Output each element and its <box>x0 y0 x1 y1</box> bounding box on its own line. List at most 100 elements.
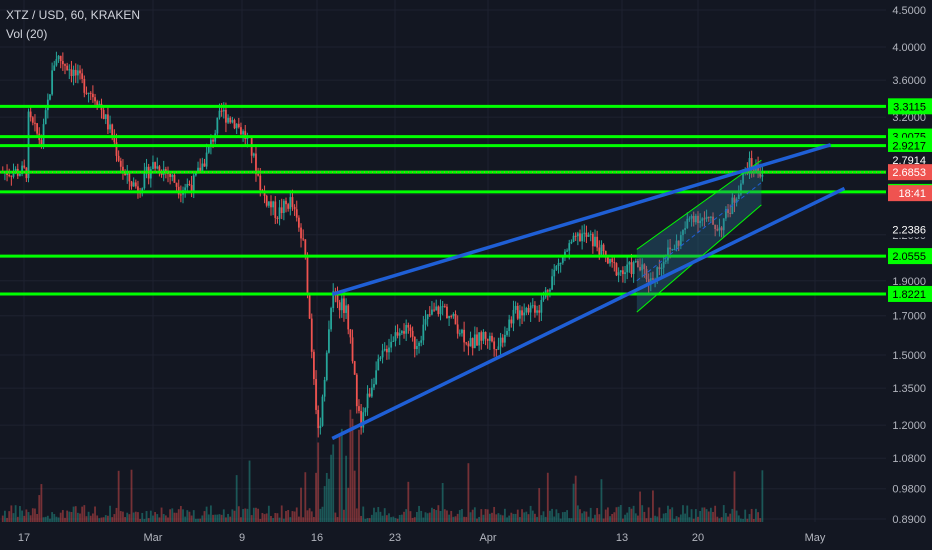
volume-bar <box>362 506 365 522</box>
candle-body <box>295 209 298 218</box>
candle-body <box>265 195 268 206</box>
time-tick-label: 17 <box>18 532 30 544</box>
candle-body <box>604 251 607 258</box>
volume-bar <box>164 515 167 522</box>
candle-body <box>508 319 511 331</box>
candle-body <box>315 379 317 410</box>
volume-bar <box>141 512 144 522</box>
trend-channels[interactable] <box>331 143 846 441</box>
volume-bar <box>70 512 73 522</box>
candle-body <box>40 140 43 145</box>
upper-trendline[interactable] <box>331 143 832 296</box>
horizontal-levels[interactable] <box>0 104 886 296</box>
volume-bar <box>615 507 618 522</box>
candle-body <box>660 267 663 270</box>
candle-body <box>456 324 459 334</box>
candle-body <box>546 290 549 292</box>
volume-bar <box>40 484 43 522</box>
volume-bar <box>74 506 77 522</box>
candle-body <box>149 169 152 179</box>
volume-bar <box>373 507 375 522</box>
candle-body <box>186 184 189 188</box>
candle-body <box>29 111 32 118</box>
volume-bar <box>10 505 13 522</box>
volume-bar <box>561 512 564 522</box>
volume-bar <box>463 516 466 522</box>
volume-bar <box>744 509 747 522</box>
candle-body <box>551 276 553 290</box>
volume-bar <box>555 509 558 522</box>
candle-body <box>493 341 496 350</box>
candle-body <box>441 306 444 308</box>
candle-body <box>353 361 356 375</box>
volume-bar <box>729 513 732 522</box>
volume-bar <box>579 509 581 522</box>
candle-body <box>351 337 354 362</box>
candle-body <box>553 269 556 277</box>
lower-trendline[interactable] <box>331 186 846 441</box>
level-price-label[interactable]: 1.8221 <box>892 289 926 301</box>
volume-bar <box>510 512 513 522</box>
level-price-label[interactable]: 3.3115 <box>893 101 926 113</box>
volume-bar <box>390 517 393 522</box>
candle-body <box>231 120 234 123</box>
candle-body <box>44 110 47 125</box>
candle-body <box>381 350 384 358</box>
volume-bar <box>755 508 757 522</box>
candle-body <box>272 201 275 208</box>
candle-body <box>345 305 347 313</box>
volume-bar <box>697 516 699 522</box>
volume-bar <box>49 518 51 522</box>
marked-price-label[interactable]: 2.2386 <box>892 224 926 236</box>
candle-body <box>156 166 159 169</box>
countdown-label-bg <box>888 185 932 202</box>
candle-body <box>506 330 508 335</box>
candle-body <box>416 346 418 349</box>
volume-bar <box>126 512 129 522</box>
candle-body <box>583 232 586 234</box>
marked-price-label[interactable]: 2.7914 <box>892 155 926 167</box>
candle-body <box>686 218 689 229</box>
volume-bar <box>104 515 107 522</box>
volume-bar <box>304 472 307 522</box>
volume-bar <box>662 513 665 522</box>
time-tick-label: 13 <box>616 532 628 544</box>
volume-bar <box>707 511 710 522</box>
volume-bar <box>25 509 28 522</box>
candle-body <box>300 227 302 239</box>
volume-bar <box>201 515 204 522</box>
volume-bar <box>574 475 577 522</box>
candle-body <box>340 298 343 311</box>
volume-bar <box>591 518 594 522</box>
volume-bar <box>203 511 206 522</box>
candle-body <box>692 216 695 223</box>
time-tick-label: Mar <box>144 532 163 544</box>
candle-body <box>701 218 704 221</box>
volume-bar <box>527 514 530 522</box>
candle-body <box>576 233 579 237</box>
volume-bar <box>220 514 223 522</box>
level-price-label[interactable]: 2.0555 <box>892 251 926 263</box>
candle-body <box>452 314 455 317</box>
volume-bar <box>381 515 384 522</box>
time-axis[interactable]: 17 Mar 9 16 23 Apr 13 20 May <box>0 522 886 550</box>
candle-body <box>287 204 290 209</box>
candle-body <box>321 396 324 426</box>
inner-channel-upper-line[interactable] <box>636 159 762 250</box>
candle-body <box>388 347 390 353</box>
candle-body <box>175 182 178 187</box>
candle-body <box>227 117 229 123</box>
symbol-title[interactable]: XTZ / USD, 60, KRAKEN <box>6 8 141 22</box>
price-axis[interactable]: 4.50004.00003.60003.20002.50002.20001.90… <box>886 0 932 550</box>
current-price-label[interactable]: 2.6853 <box>892 167 926 179</box>
level-price-label[interactable]: 2.9217 <box>892 141 926 153</box>
volume-bar <box>731 508 734 522</box>
volume-bar <box>559 518 562 522</box>
candle-body <box>278 207 281 219</box>
volume-bar <box>156 514 159 522</box>
volume-bar <box>76 512 79 522</box>
price-tick-label: 3.6000 <box>892 75 926 87</box>
volume-indicator-title[interactable]: Vol (20) <box>6 27 48 41</box>
volume-bar <box>461 508 463 522</box>
